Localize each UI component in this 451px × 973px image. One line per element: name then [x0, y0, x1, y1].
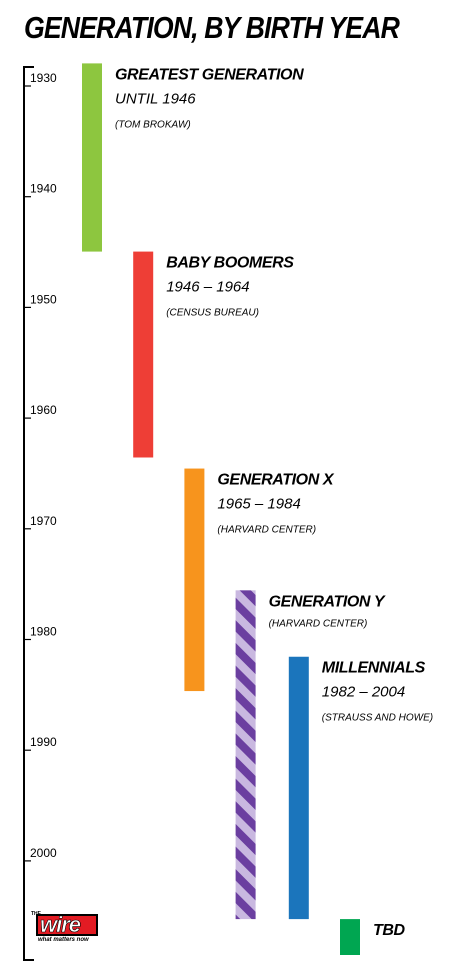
- generation-labels: GREATEST GENERATION UNTIL 1946 (TOM BROKAW…: [115, 66, 433, 939]
- axis-tick-label: 1930: [30, 71, 57, 85]
- generation-name: MILLENNIALS: [322, 660, 426, 677]
- generation-range: 1946 – 1964: [166, 279, 249, 296]
- generation-name: BABY BOOMERS: [166, 255, 294, 272]
- logo-box: [36, 914, 98, 936]
- generation-bar: [288, 656, 309, 920]
- axis-tick-label: 1940: [30, 182, 57, 196]
- axis-tick-label: 1960: [30, 403, 57, 417]
- the-wire-logo: THE wire what matters now: [30, 911, 98, 945]
- axis-tick-label: 1990: [30, 735, 57, 749]
- generation-range: 1965 – 1984: [217, 496, 300, 513]
- axis-tick-label: 2000: [30, 846, 57, 860]
- logo-wordmark: wire: [40, 912, 82, 937]
- generation-source: (HARVARD CENTER): [217, 525, 316, 536]
- axis-tick-label: 1970: [30, 514, 57, 528]
- generation-source: (STRAUSS AND HOWE): [322, 713, 433, 724]
- generation-name: GENERATION Y: [269, 593, 386, 610]
- generation-name: TBD: [373, 922, 406, 939]
- generation-name: GREATEST GENERATION: [115, 66, 304, 83]
- year-axis: 1930 1940 1950 1960 1970 1980 1990 2000: [23, 66, 57, 961]
- generation-range: UNTIL 1946: [115, 90, 196, 107]
- generation-name: GENERATION X: [217, 472, 335, 489]
- logo-tagline: what matters now: [38, 937, 89, 943]
- generation-range: 1982 – 2004: [322, 684, 405, 701]
- generation-bar: [184, 468, 205, 692]
- generation-source: (HARVARD CENTER): [269, 618, 368, 629]
- axis-tick-label: 1950: [30, 292, 57, 306]
- page-title: GENERATION, BY BIRTH YEAR: [24, 10, 400, 45]
- generation-bar: [133, 251, 154, 458]
- generation-bars: [82, 63, 360, 955]
- generation-bar: [82, 63, 102, 252]
- axis-tick-label: 1980: [30, 625, 57, 639]
- generation-bar: [340, 919, 360, 955]
- generation-bar: [235, 590, 256, 920]
- generation-source: (TOM BROKAW): [115, 119, 191, 130]
- generation-source: (CENSUS BUREAU): [166, 308, 259, 319]
